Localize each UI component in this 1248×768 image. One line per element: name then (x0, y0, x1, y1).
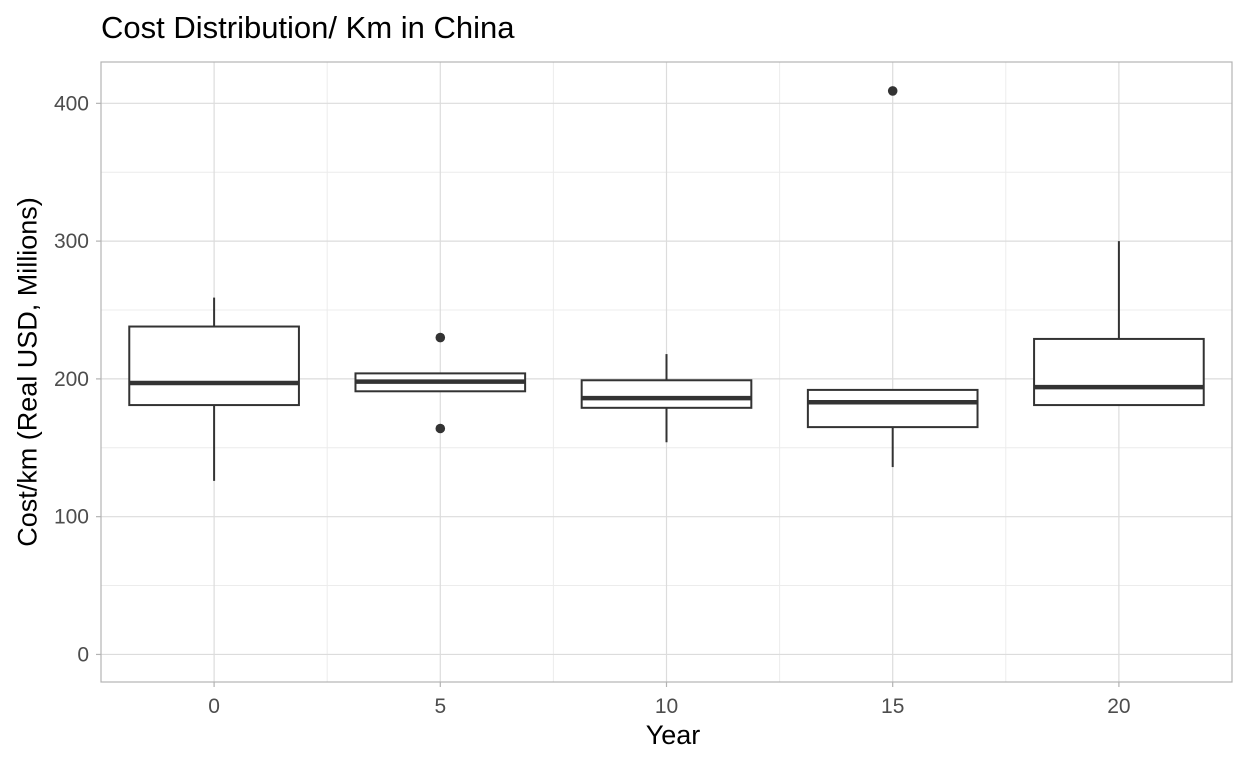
x-tick-label: 5 (434, 695, 446, 718)
x-tick-label: 0 (208, 695, 220, 718)
box-body (580, 379, 753, 409)
outlier-point (887, 86, 898, 96)
box-body (1033, 337, 1205, 407)
y-tick-label: 0 (77, 643, 89, 666)
outlier-point (435, 423, 446, 434)
y-axis-title: Cost/km (Real USD, Millions) (12, 197, 43, 547)
y-tick-label: 300 (54, 230, 89, 253)
box-body (806, 388, 979, 429)
box-body (128, 325, 300, 407)
box-group (580, 354, 753, 443)
x-tick-label: 10 (655, 695, 678, 718)
x-tick-label: 20 (1107, 695, 1130, 718)
box-group (1033, 241, 1205, 407)
chart-title: Cost Distribution/ Km in China (101, 10, 515, 45)
box-group (128, 297, 300, 481)
box-group (806, 86, 979, 468)
box-group (354, 332, 527, 434)
y-tick-label: 400 (54, 92, 89, 115)
y-tick-label: 100 (54, 506, 89, 529)
x-axis-title: Year (645, 720, 701, 750)
outlier-point (435, 332, 446, 343)
y-tick-label: 200 (54, 368, 89, 391)
x-tick-label: 15 (881, 695, 904, 718)
